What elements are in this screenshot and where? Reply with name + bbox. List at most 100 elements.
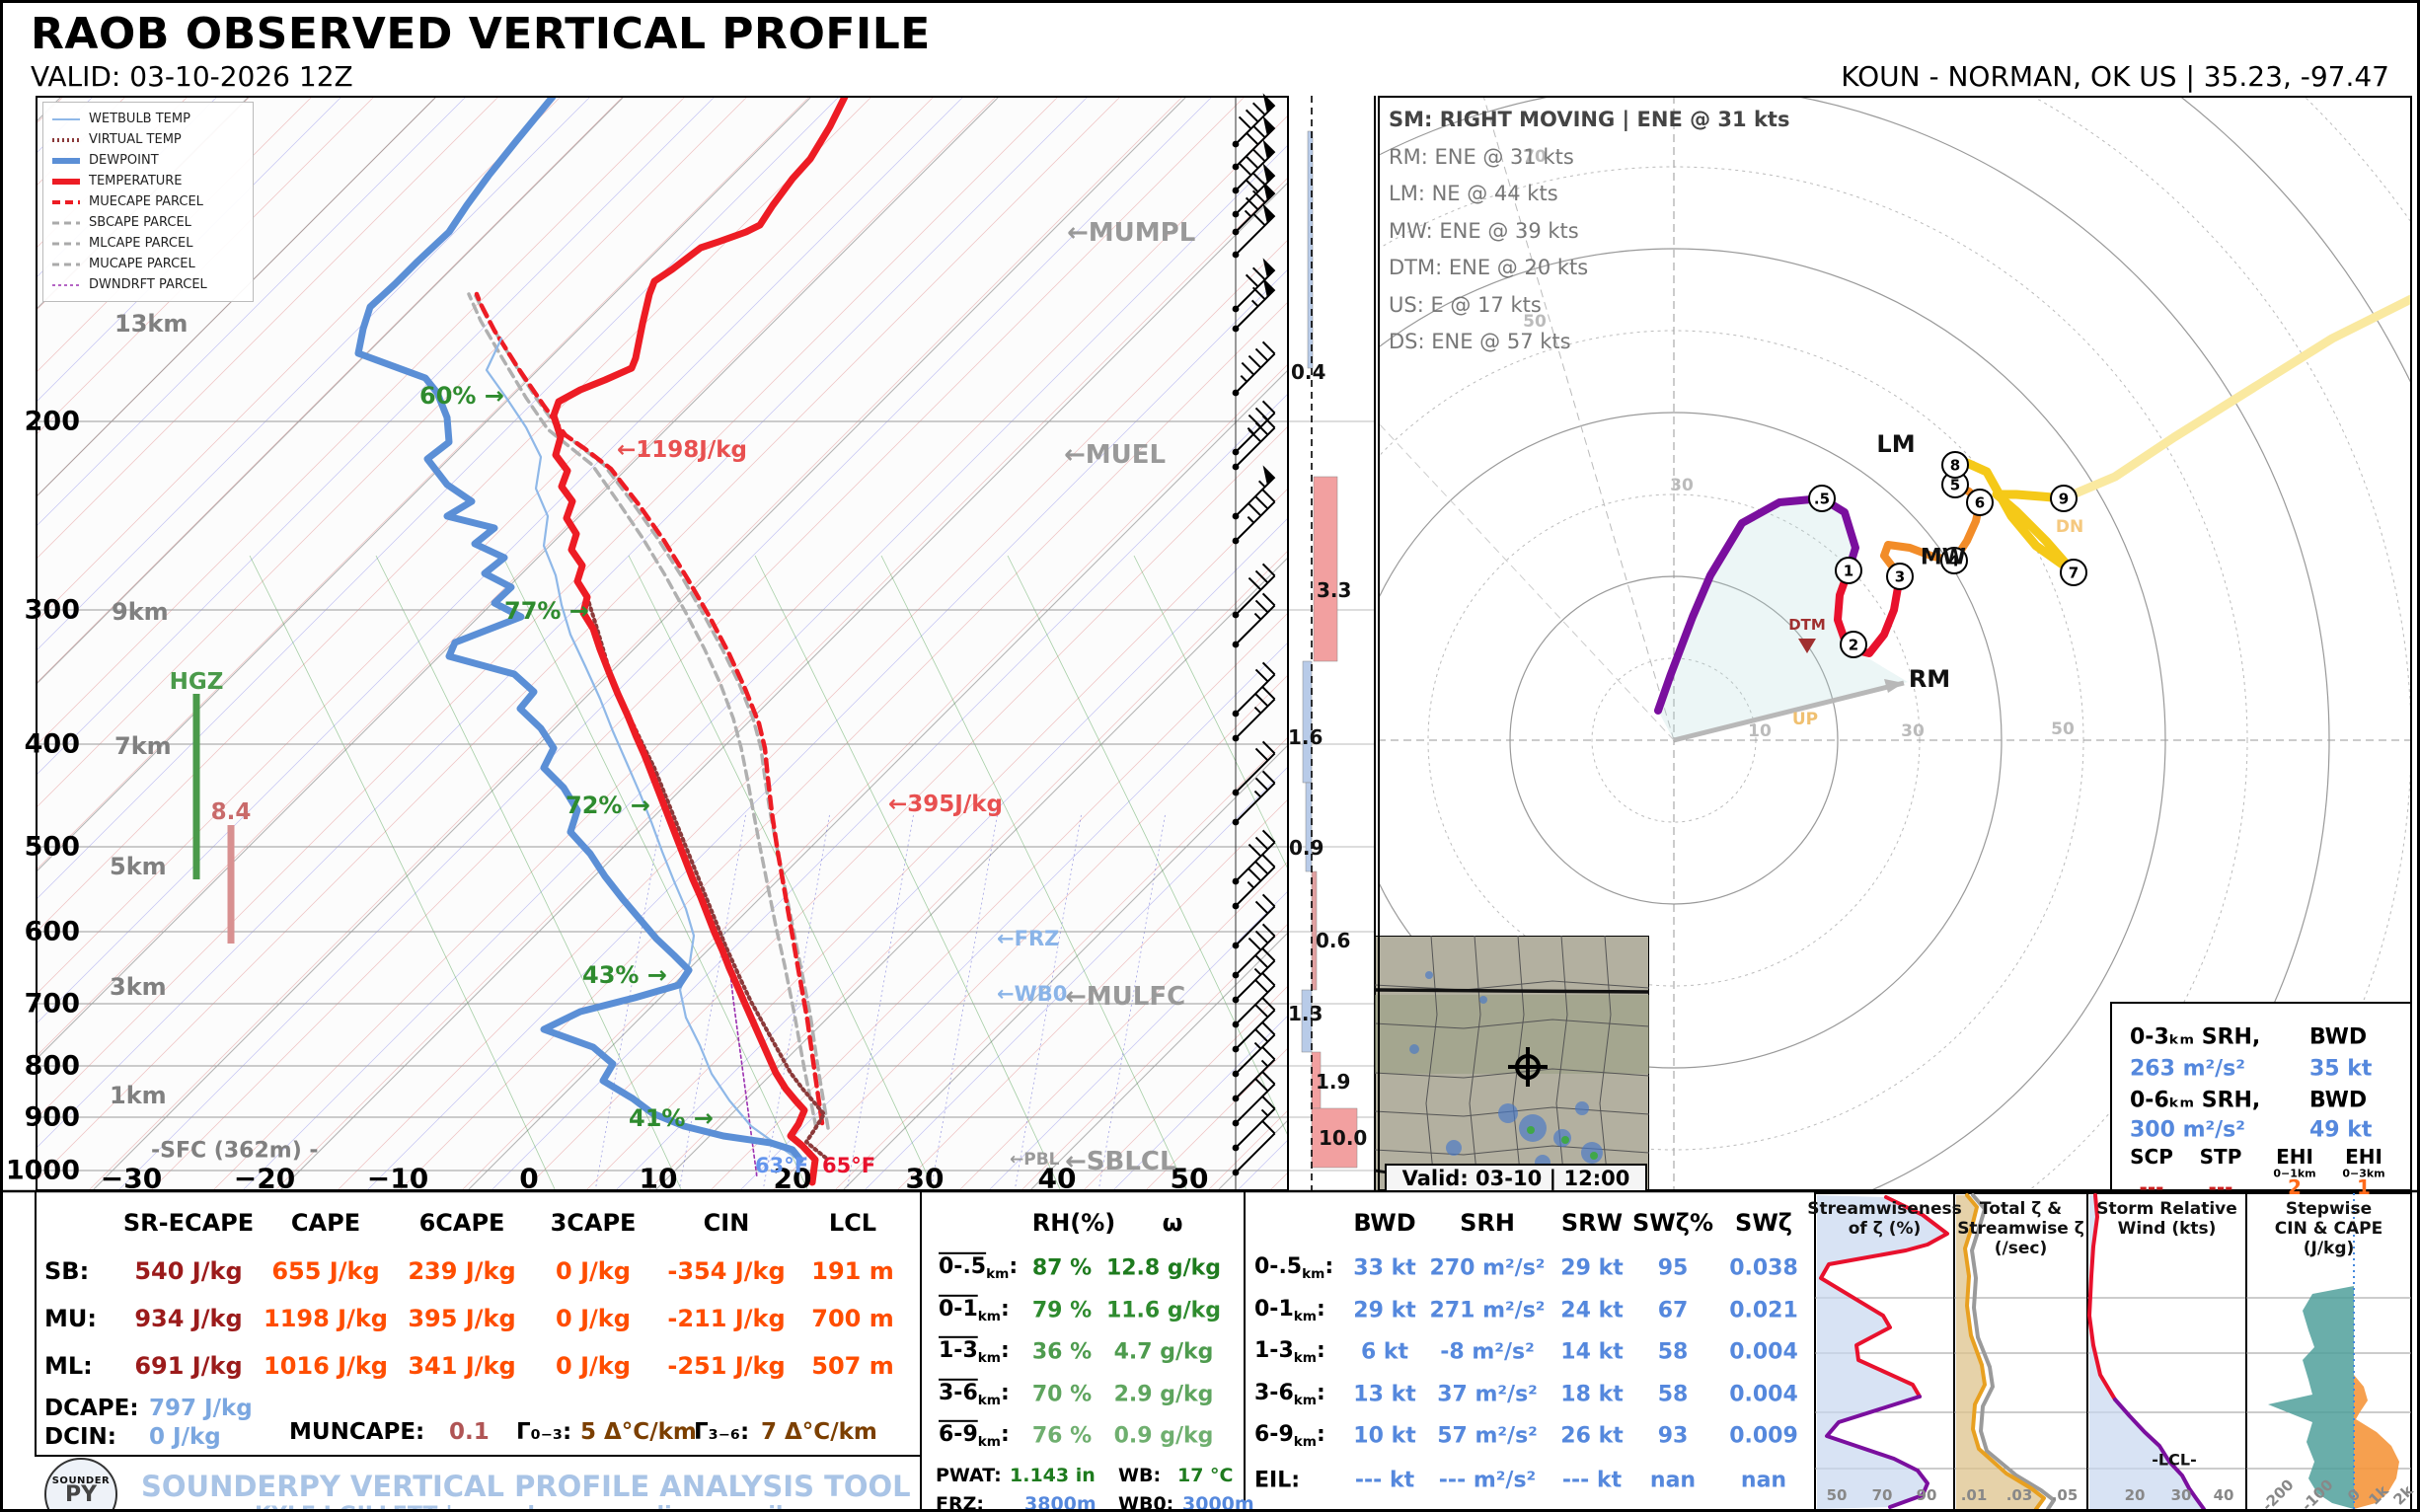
table-cell: 507 m	[811, 1352, 894, 1380]
legend-item: DEWPOINT	[51, 150, 245, 171]
text-label: 30	[1901, 721, 1925, 741]
svg-text:3: 3	[1895, 568, 1905, 586]
legend-item: TEMPERATURE	[51, 171, 245, 191]
table-cell: 1-3km:	[1254, 1337, 1325, 1367]
text-label: DS: ENE @ 57 kts	[1389, 330, 1571, 353]
text-label: 20	[773, 1162, 812, 1195]
table-cell: 934 J/kg	[134, 1305, 243, 1332]
table-cell: 6CAPE	[418, 1209, 505, 1237]
table-cell: -211 J/kg	[667, 1305, 786, 1332]
srh-box-cell: 0−1km	[2273, 1167, 2316, 1180]
text-label: 1.6	[1288, 725, 1323, 749]
table-cell: 76 %	[1031, 1423, 1093, 1449]
text-label: 0.6	[1316, 929, 1351, 952]
curve	[2059, 294, 2412, 503]
text-label: CIN & CAPE	[2274, 1219, 2383, 1239]
table-cell: 26 kt	[1560, 1423, 1624, 1449]
text-label: 700	[24, 988, 80, 1020]
curve	[1825, 1395, 1929, 1509]
table-cell: 1-3km:	[939, 1337, 1010, 1367]
omega-strip	[1289, 96, 1375, 1191]
table-cell: 0-.5km:	[1254, 1253, 1334, 1283]
srh-box-cell: BWD	[2309, 1088, 2368, 1113]
table-cell: SRW	[1560, 1209, 1624, 1237]
table-cell: 57 m²/s²	[1437, 1423, 1538, 1449]
srh-box-cell: 263 m²/s²	[2130, 1056, 2245, 1082]
table-cell: -8 m²/s²	[1440, 1339, 1535, 1365]
text-label: ←PBL	[1010, 1150, 1060, 1170]
curve	[467, 292, 818, 1130]
table-cell: 0.009	[1729, 1423, 1798, 1449]
logo-text-top: SOUNDER	[51, 1475, 111, 1486]
table-cell: BWD	[1353, 1209, 1416, 1237]
text-label: ←MULFC	[1065, 982, 1186, 1012]
text-label: 8.4	[210, 799, 252, 825]
text-label: DTM: ENE @ 20 kts	[1389, 256, 1589, 279]
text-label: MW	[1920, 545, 1967, 570]
text-label: Wind (kts)	[2117, 1219, 2217, 1239]
text-label: 300	[24, 594, 80, 626]
table-cell: CAPE	[290, 1209, 361, 1237]
table-cell: 0.038	[1729, 1255, 1798, 1281]
table-cell: 4.7 g/kg	[1113, 1339, 1214, 1365]
legend-label: WETBULB TEMP	[89, 112, 190, 126]
legend-item: WETBULB TEMP	[51, 109, 245, 129]
text-label: ←395J/kg	[888, 792, 1003, 817]
legend-label: MUCAPE PARCEL	[89, 257, 195, 271]
table-cell: 239 J/kg	[408, 1257, 516, 1285]
legend-label: TEMPERATURE	[89, 174, 183, 189]
text-label: DN	[2055, 517, 2084, 537]
legend-item: MUECAPE PARCEL	[51, 191, 245, 212]
table-cell: 0 J/kg	[556, 1352, 631, 1380]
table-cell: ML:	[44, 1352, 93, 1380]
text-label: UP	[1791, 710, 1819, 729]
text-label: 10.0	[1319, 1126, 1368, 1150]
table-cell: 341 J/kg	[408, 1352, 516, 1380]
text-label: 7km	[114, 732, 172, 760]
text-label: 70	[1523, 147, 1547, 167]
station-info: KOUN - NORMAN, OK US | 35.23, -97.47	[1841, 60, 2389, 93]
table-cell: 3-6km:	[939, 1380, 1010, 1409]
text-label: Storm Relative	[2096, 1199, 2237, 1219]
valid-time: VALID: 03-10-2026 12Z	[31, 60, 353, 93]
text-label: MW: ENE @ 39 kts	[1389, 218, 1579, 243]
text-label: ←1198J/kg	[617, 437, 748, 463]
table-cell: 0 J/kg	[556, 1257, 631, 1285]
table-cell: 0.1	[449, 1419, 490, 1445]
table-cell: 0-1km:	[1254, 1296, 1325, 1325]
srh-box-cell: 1	[2357, 1175, 2371, 1199]
legend-label: DWNDRFT PARCEL	[89, 277, 207, 292]
curve	[485, 337, 800, 1162]
hodograph-panel	[1378, 96, 2412, 1191]
srh-box-cell: SCP	[2130, 1145, 2173, 1169]
table-cell: 3CAPE	[550, 1209, 637, 1237]
svg-text:8: 8	[1950, 457, 1960, 475]
srh-box-cell: 0-3ₖₘ SRH,	[2130, 1024, 2261, 1050]
curve	[1819, 1195, 1949, 1399]
svg-text:5: 5	[1950, 477, 1960, 494]
text-label: .05	[2051, 1486, 2079, 1504]
table-cell: WB0:	[1118, 1493, 1174, 1512]
text-label: LM: NE @ 44 kts	[1389, 182, 1558, 205]
srh-box-cell: 0−3km	[2342, 1167, 2385, 1180]
srh-box-cell: 2	[2288, 1175, 2302, 1199]
text-label: Total ζ &	[1979, 1199, 2063, 1219]
text-label: -SFC (362m) -	[151, 1138, 319, 1164]
curve	[1963, 1193, 2046, 1509]
table-cell: SB:	[44, 1257, 90, 1285]
text-label: 0.9	[1289, 836, 1324, 860]
table-cell: 7 Δ°C/km	[761, 1419, 877, 1445]
text-label: 800	[24, 1050, 80, 1082]
table-cell: 271 m²/s²	[1429, 1298, 1546, 1323]
text-label: HGZ	[169, 669, 224, 695]
table-cell: 0.021	[1729, 1298, 1798, 1323]
table-cell: 691 J/kg	[134, 1352, 243, 1380]
page-title: RAOB OBSERVED VERTICAL PROFILE	[31, 9, 931, 59]
table-cell: 33 kt	[1353, 1255, 1416, 1281]
skewt-curves	[354, 96, 849, 1186]
text-label: 30	[905, 1162, 945, 1195]
text-label: 1.9	[1316, 1070, 1351, 1094]
credit-line-1: SOUNDERPY VERTICAL PROFILE ANALYSIS TOOL	[141, 1470, 911, 1503]
table-cell: FRZ:	[936, 1493, 984, 1512]
table-cell: --- m²/s²	[1438, 1468, 1537, 1493]
